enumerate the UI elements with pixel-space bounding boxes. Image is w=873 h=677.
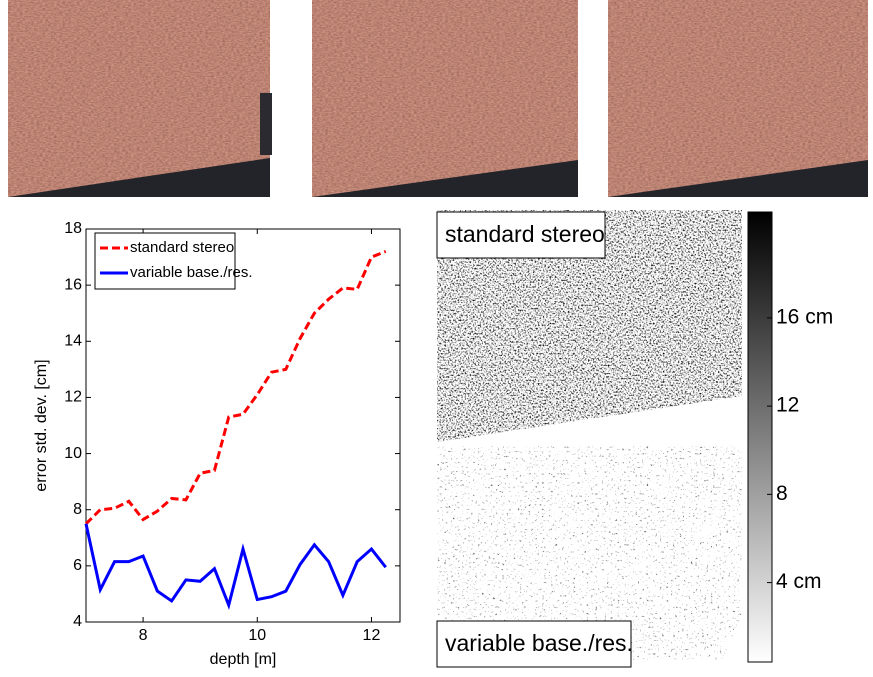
x-axis-label: depth [m]	[210, 651, 277, 668]
photo-2	[312, 0, 578, 197]
colorbar-label: 12	[776, 394, 799, 417]
y-tick-label: 14	[64, 333, 82, 350]
colorbar-label: 16 cm	[776, 305, 833, 328]
y-axis-label: error std. dev. [cm]	[33, 359, 50, 491]
legend-label: variable base./res.	[130, 264, 253, 281]
map-label: variable base./res.	[445, 630, 633, 656]
label-box	[436, 620, 632, 668]
legend-label: standard stereo	[130, 239, 234, 256]
legend	[94, 232, 236, 290]
y-tick-label: 8	[73, 501, 82, 518]
colorbar-label: 8	[776, 482, 788, 505]
map-label: standard stereo	[445, 221, 605, 247]
x-tick-label: 8	[139, 627, 148, 644]
y-tick-label: 18	[64, 220, 82, 237]
y-tick-label: 4	[73, 613, 82, 630]
y-tick-label: 12	[64, 389, 82, 406]
label-box	[436, 211, 606, 259]
x-tick-label: 12	[363, 627, 381, 644]
line	[84, 250, 387, 525]
colorbar-label: 4 cm	[776, 570, 822, 593]
plot-area	[85, 228, 401, 623]
line	[84, 523, 387, 611]
y-tick-label: 16	[64, 276, 82, 293]
photo-3	[608, 0, 868, 197]
x-tick-label: 10	[248, 627, 266, 644]
colorbar	[747, 211, 773, 663]
y-tick-label: 6	[73, 557, 82, 574]
photo-1	[8, 0, 272, 197]
y-tick-label: 10	[64, 445, 82, 462]
